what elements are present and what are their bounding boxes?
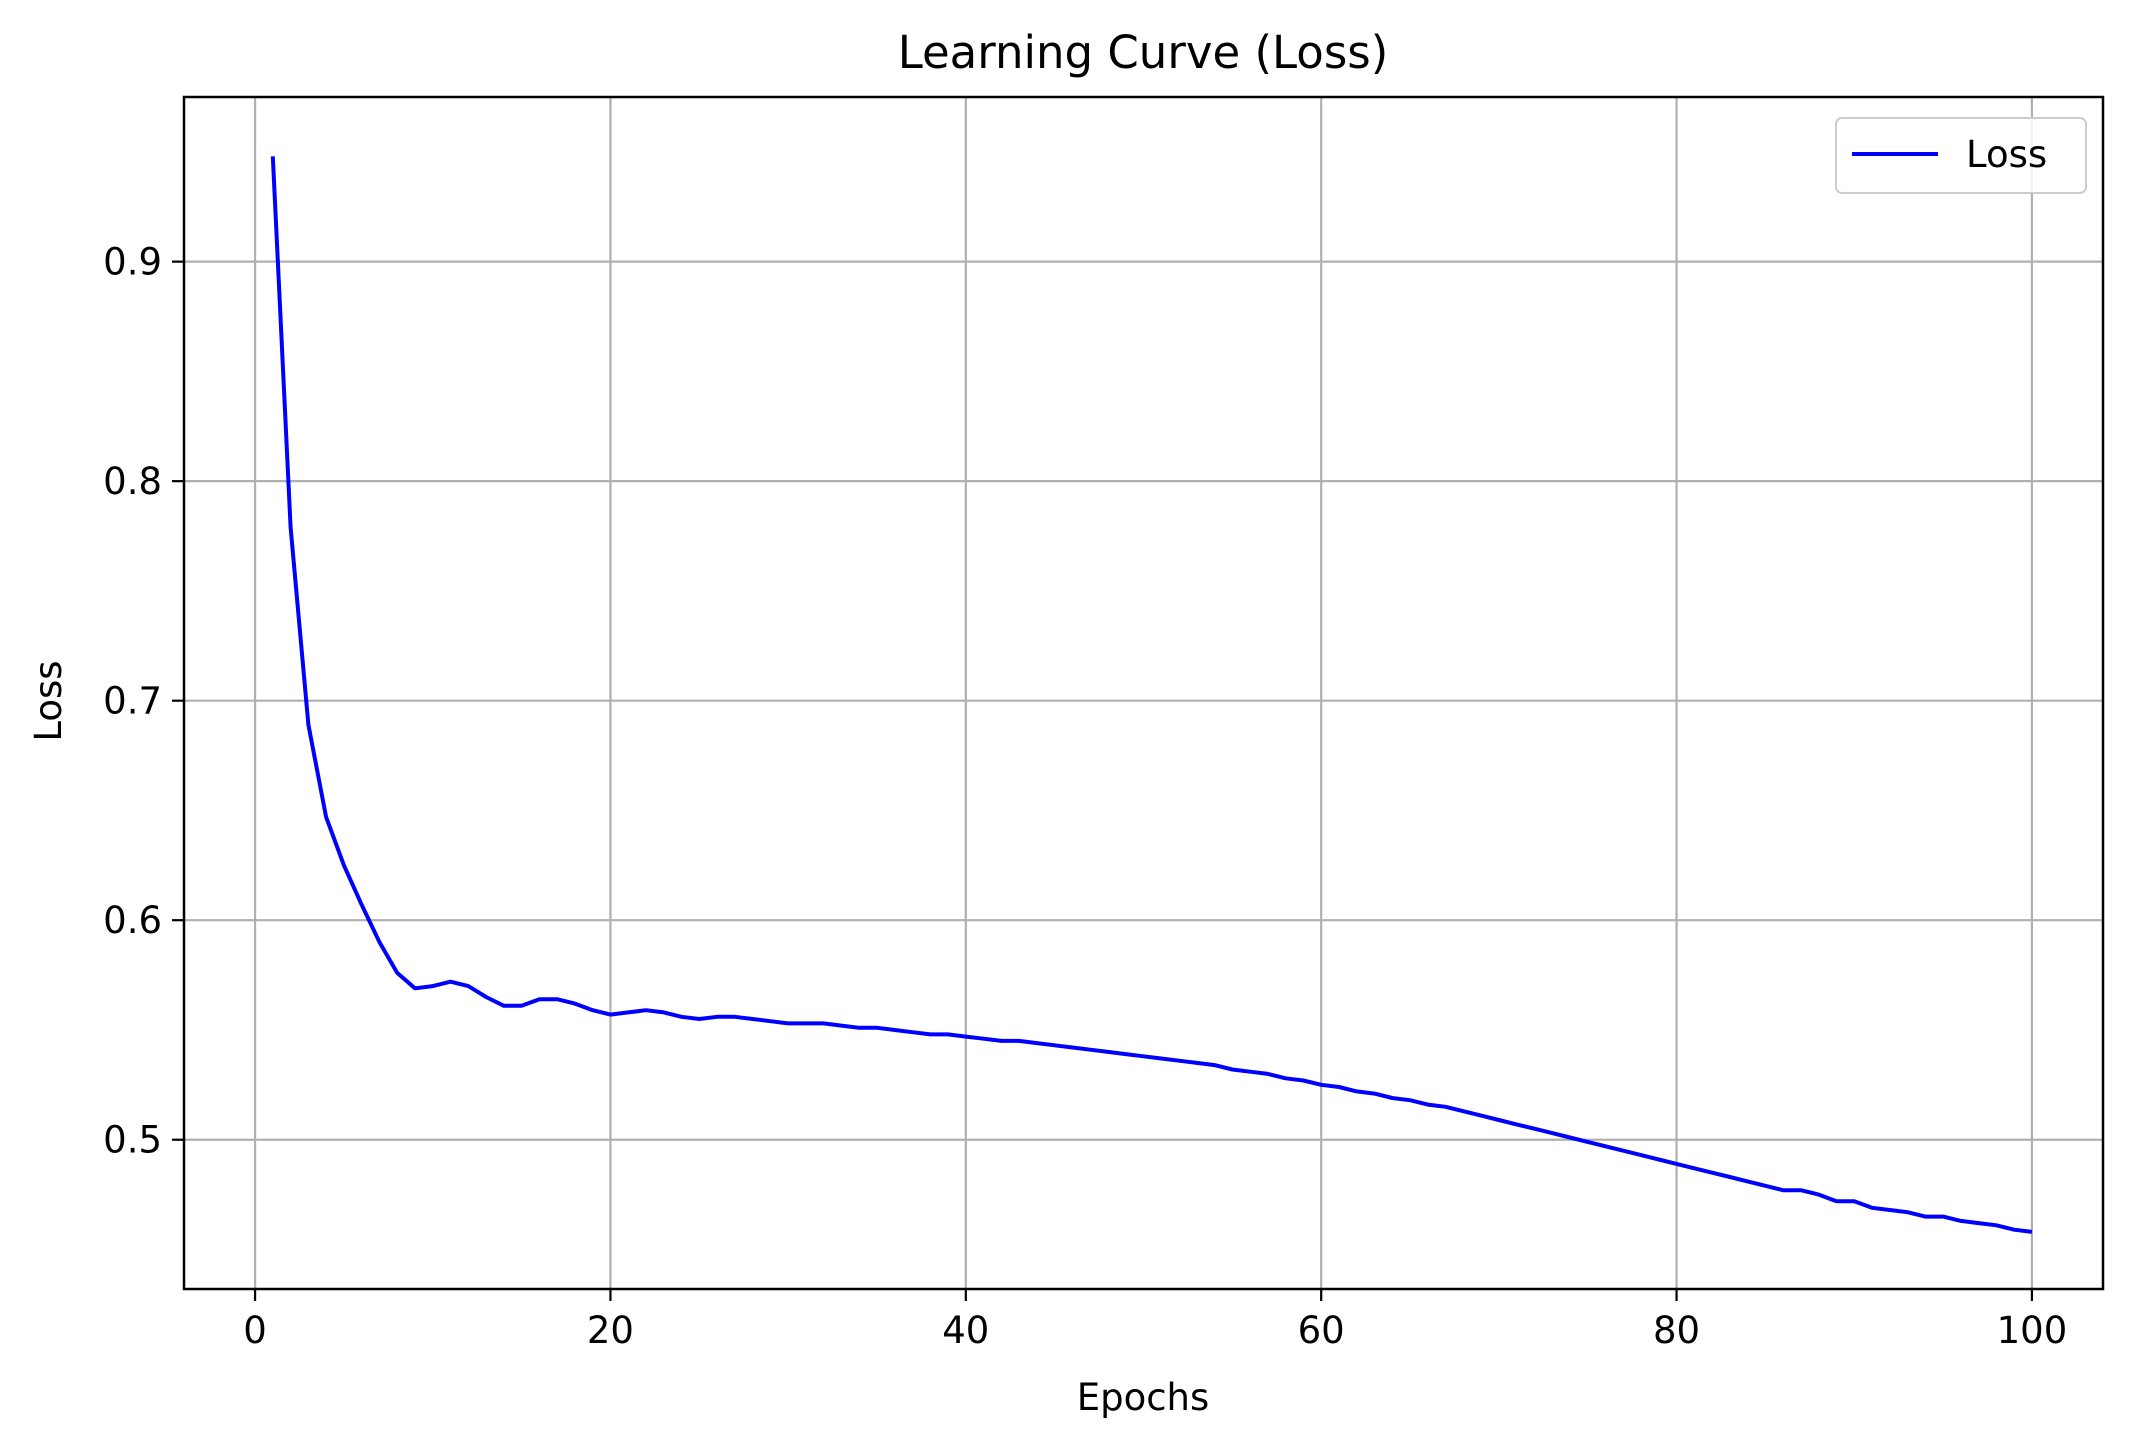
gridlines — [184, 97, 2103, 1289]
legend: Loss — [1835, 117, 2087, 194]
y-tick-label: 0.6 — [103, 899, 162, 942]
y-tick-label: 0.5 — [103, 1119, 162, 1162]
x-axis-ticks: 0 20 40 60 80 100 — [243, 1289, 2067, 1352]
x-axis-title: Epochs — [1077, 1376, 1210, 1419]
y-tick-label: 0.7 — [103, 680, 162, 723]
x-tick-label: 20 — [587, 1309, 634, 1352]
series-line-loss — [270, 156, 2033, 1234]
series-layer — [270, 156, 2033, 1234]
legend-box — [1835, 117, 2087, 194]
x-tick-label: 0 — [243, 1309, 267, 1352]
x-tick-label: 60 — [1298, 1309, 1345, 1352]
x-tick-label: 40 — [942, 1309, 989, 1352]
plot-area-frame — [182, 95, 2105, 1291]
y-tick-label: 0.9 — [103, 241, 162, 284]
legend-label-loss: Loss — [1966, 133, 2047, 176]
x-tick-label: 100 — [1997, 1309, 2068, 1352]
y-axis-title: Loss — [27, 660, 70, 741]
chart-title: Learning Curve (Loss) — [898, 26, 1389, 79]
y-axis-ticks: 0.5 0.6 0.7 0.8 0.9 — [103, 241, 184, 1162]
y-tick-label: 0.8 — [103, 460, 162, 503]
x-tick-label: 80 — [1653, 1309, 1700, 1352]
